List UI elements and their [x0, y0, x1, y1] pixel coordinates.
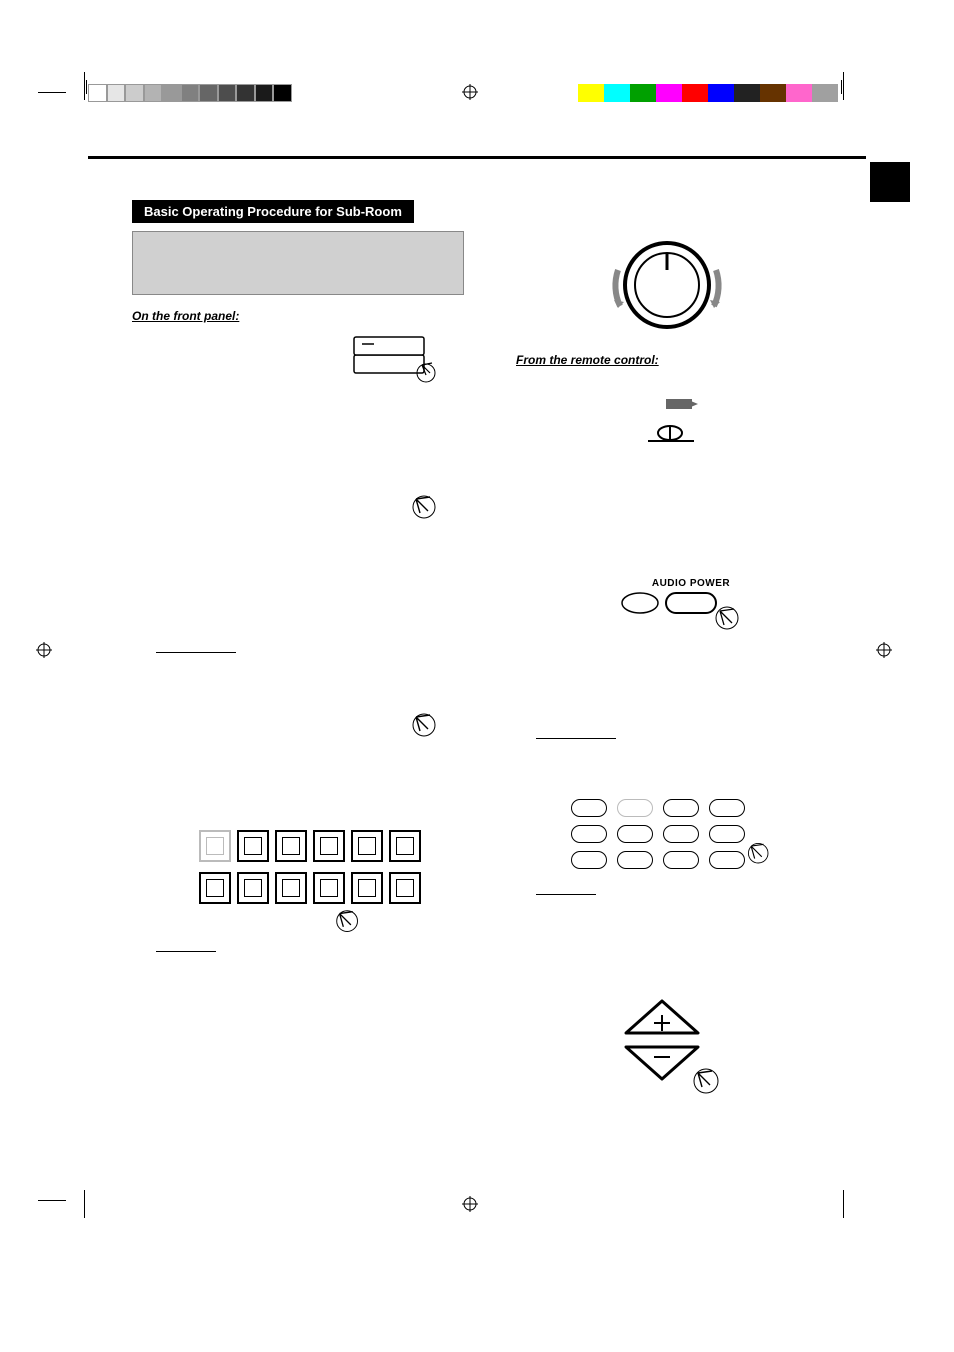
grey-swatch [236, 84, 255, 102]
divider-2 [156, 951, 216, 952]
switch-diagram [636, 393, 866, 458]
page-index-bar [870, 162, 910, 202]
front-panel-button-diagram [352, 335, 444, 381]
remote-grid [566, 799, 866, 876]
grey-swatch [88, 84, 107, 102]
remote-button [663, 799, 699, 817]
source-button [313, 830, 345, 862]
color-scale [578, 84, 838, 102]
grey-scale [88, 84, 292, 102]
hand-icon [744, 839, 776, 876]
remote-button [709, 799, 745, 817]
front-panel-label: On the front panel: [132, 309, 472, 323]
print-target-left [36, 642, 52, 658]
source-button [313, 872, 345, 904]
grey-swatch [125, 84, 144, 102]
color-swatch [682, 84, 708, 102]
remote-button [709, 851, 745, 869]
crop-mark-bottom-v [84, 1190, 85, 1218]
source-button [199, 872, 231, 904]
grey-swatch [199, 84, 218, 102]
hand-icon-3 [408, 709, 472, 750]
color-swatch [786, 84, 812, 102]
source-button [389, 830, 421, 862]
rotary-knob-diagram [596, 230, 866, 345]
crop-mark-top-v [84, 72, 85, 100]
source-buttons-row2 [196, 872, 472, 904]
color-swatch [812, 84, 838, 102]
source-button [275, 872, 307, 904]
remote-button [617, 799, 653, 817]
remote-button [571, 825, 607, 843]
print-target-right [876, 642, 892, 658]
audio-power-label: AUDIO POWER [616, 578, 766, 589]
print-target-top [462, 84, 478, 100]
source-buttons-row1 [196, 830, 472, 862]
crop-mark-left-top [38, 92, 66, 93]
color-swatch [656, 84, 682, 102]
remote-button [663, 851, 699, 869]
color-swatch [708, 84, 734, 102]
color-swatch [734, 84, 760, 102]
color-swatch [630, 84, 656, 102]
remote-button [709, 825, 745, 843]
section-header: Basic Operating Procedure for Sub-Room [132, 200, 414, 223]
source-button [389, 872, 421, 904]
crop-mark-left-bottom [38, 1200, 66, 1201]
divider-r1 [536, 738, 616, 739]
grey-swatch [181, 84, 200, 102]
remote-button [571, 851, 607, 869]
source-button [237, 830, 269, 862]
remote-control-label: From the remote control: [516, 353, 866, 367]
source-button [275, 830, 307, 862]
grey-swatch [107, 84, 126, 102]
source-button [199, 830, 231, 862]
hand-icon-4 [332, 906, 472, 945]
source-button [351, 872, 383, 904]
volume-controls-diagram [616, 995, 866, 1120]
audio-power-button-diagram [616, 589, 766, 633]
remote-button [663, 825, 699, 843]
remote-button [571, 799, 607, 817]
hand-icon-2 [408, 491, 472, 532]
color-swatch [578, 84, 604, 102]
divider-r2 [536, 894, 596, 895]
grey-swatch [273, 84, 292, 102]
grey-swatch [144, 84, 163, 102]
color-swatch [604, 84, 630, 102]
tick-right [841, 80, 842, 94]
remote-button [617, 851, 653, 869]
grey-swatch [218, 84, 237, 102]
crop-mark-right-top [843, 72, 844, 100]
grey-swatch [255, 84, 274, 102]
source-button [351, 830, 383, 862]
callout-box [132, 231, 464, 295]
tick-left [86, 80, 87, 94]
source-button [237, 872, 269, 904]
grey-swatch [162, 84, 181, 102]
horizontal-rule [88, 156, 866, 159]
divider [156, 652, 236, 653]
color-swatch [760, 84, 786, 102]
remote-button [617, 825, 653, 843]
